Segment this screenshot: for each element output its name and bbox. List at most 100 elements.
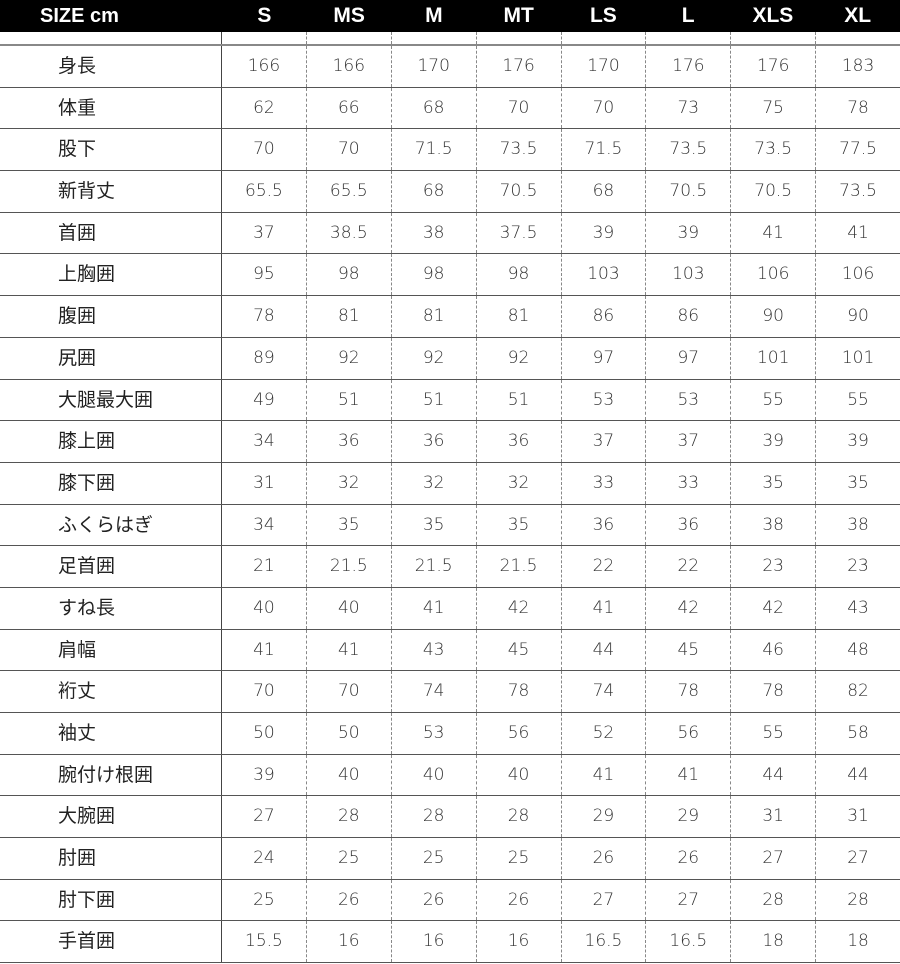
table-cell: 38 xyxy=(847,514,869,535)
table-cell: 26 xyxy=(477,879,562,921)
table-cell: 38.5 xyxy=(307,212,392,254)
table-cell: 39 xyxy=(562,212,647,254)
table-cell: 53 xyxy=(392,713,477,754)
table-cell: 106 xyxy=(841,264,875,285)
table-cell: 81 xyxy=(477,296,562,337)
table-cell: 35 xyxy=(307,504,392,546)
row-label: 肘囲 xyxy=(0,838,222,879)
table-cell: 95 xyxy=(222,254,307,296)
table-cell: 176 xyxy=(731,46,817,87)
table-cell: 78 xyxy=(222,296,307,337)
table-cell: 50 xyxy=(222,713,307,754)
table-cell: 28 xyxy=(477,796,562,838)
table-cell: 32 xyxy=(477,462,562,504)
table-cell: 40 xyxy=(392,754,477,796)
table-cell: 56 xyxy=(646,713,732,754)
table-cell: 82 xyxy=(847,681,869,702)
table-cell: 49 xyxy=(222,379,307,421)
table-cell: 34 xyxy=(222,504,307,546)
row-label: 腕付け根囲 xyxy=(0,754,222,796)
table-cell: 42 xyxy=(477,587,562,629)
row-label: 手首囲 xyxy=(0,921,222,963)
table-cell: 70 xyxy=(222,671,307,712)
table-row: 肘下囲 25 26 26 26 27 27 28 28 xyxy=(0,879,900,922)
table-cell: 28 xyxy=(307,796,392,838)
table-cell: 39 xyxy=(646,212,732,254)
table-cell: 27 xyxy=(562,879,647,921)
table-row: 体重 62 66 68 70 70 73 75 78 xyxy=(0,87,900,130)
row-label: 体重 xyxy=(0,87,222,129)
table-cell: 73.5 xyxy=(477,129,562,171)
header-size-ls: LS xyxy=(589,4,617,27)
table-cell: 46 xyxy=(731,629,817,671)
table-cell: 33 xyxy=(646,462,732,504)
table-cell: 45 xyxy=(477,629,562,671)
table-cell: 176 xyxy=(477,46,562,87)
row-label: 膝下囲 xyxy=(0,462,222,504)
header-size-s: S xyxy=(257,4,272,27)
table-cell: 40 xyxy=(222,587,307,629)
table-cell: 55 xyxy=(847,389,869,410)
table-cell: 24 xyxy=(222,838,307,879)
table-cell: 48 xyxy=(847,639,869,660)
row-label: 上胸囲 xyxy=(0,254,222,296)
table-row: 身長 166 166 170 176 170 176 176 183 xyxy=(0,46,900,88)
table-cell: 41 xyxy=(847,222,869,243)
table-cell: 166 xyxy=(222,46,307,87)
table-cell: 26 xyxy=(392,879,477,921)
table-row: 首囲 37 38.5 38 37.5 39 39 41 41 xyxy=(0,212,900,255)
table-cell: 70.5 xyxy=(646,171,732,212)
table-cell: 176 xyxy=(646,46,732,87)
table-cell: 37.5 xyxy=(477,212,562,254)
table-row: 手首囲 15.5 16 16 16 16.5 16.5 18 18 xyxy=(0,921,900,964)
table-cell: 41 xyxy=(222,629,307,671)
row-label: すね長 xyxy=(0,587,222,629)
table-row: 足首囲 21 21.5 21.5 21.5 22 22 23 23 xyxy=(0,546,900,588)
row-label: 身長 xyxy=(0,46,222,87)
table-cell: 106 xyxy=(731,254,817,296)
table-cell: 39 xyxy=(222,754,307,796)
row-label: 裄丈 xyxy=(0,671,222,712)
table-row: 膝上囲 34 36 36 36 37 37 39 39 xyxy=(0,421,900,463)
table-cell: 103 xyxy=(562,254,647,296)
table-row: 裄丈 70 70 74 78 74 78 78 82 xyxy=(0,671,900,713)
table-cell: 27 xyxy=(646,879,732,921)
table-cell: 98 xyxy=(392,254,477,296)
table-cell: 16.5 xyxy=(646,921,732,963)
table-cell: 98 xyxy=(477,254,562,296)
spacer-cell xyxy=(307,32,392,44)
table-header: SIZE cm S MS M MT LS L XLS XL xyxy=(0,0,900,32)
spacer-cell xyxy=(0,32,222,44)
table-cell: 166 xyxy=(307,46,392,87)
table-cell: 32 xyxy=(307,462,392,504)
table-row: 肩幅 41 41 43 45 44 45 46 48 xyxy=(0,629,900,672)
table-row: 腹囲 78 81 81 81 86 86 90 90 xyxy=(0,296,900,338)
table-cell: 58 xyxy=(847,723,869,743)
spacer-cell xyxy=(392,32,477,44)
table-row: 新背丈 65.5 65.5 68 70.5 68 70.5 70.5 73.5 xyxy=(0,171,900,213)
table-cell: 36 xyxy=(562,504,647,546)
table-row: 大腕囲 27 28 28 28 29 29 31 31 xyxy=(0,796,900,839)
table-cell: 90 xyxy=(731,296,817,337)
table-cell: 37 xyxy=(646,421,732,462)
table-cell: 44 xyxy=(731,754,817,796)
table-cell: 74 xyxy=(392,671,477,712)
table-cell: 22 xyxy=(562,546,647,587)
table-cell: 16 xyxy=(307,921,392,963)
row-label: ふくらはぎ xyxy=(0,504,222,546)
table-cell: 38 xyxy=(731,504,817,546)
table-cell: 37 xyxy=(222,212,307,254)
table-cell: 70.5 xyxy=(731,171,817,212)
table-cell: 70 xyxy=(307,129,392,171)
table-body: 身長 166 166 170 176 170 176 176 183 体重 62 66 68 70 70 73… xyxy=(0,46,900,964)
table-cell: 28 xyxy=(392,796,477,838)
spacer-cell xyxy=(731,32,817,44)
table-cell: 37 xyxy=(562,421,647,462)
table-cell: 25 xyxy=(222,879,307,921)
table-cell: 86 xyxy=(562,296,647,337)
header-size-xls: XLS xyxy=(752,4,794,27)
table-cell: 40 xyxy=(477,754,562,796)
table-cell: 21 xyxy=(222,546,307,587)
table-cell: 21.5 xyxy=(307,546,392,587)
table-cell: 36 xyxy=(477,421,562,462)
